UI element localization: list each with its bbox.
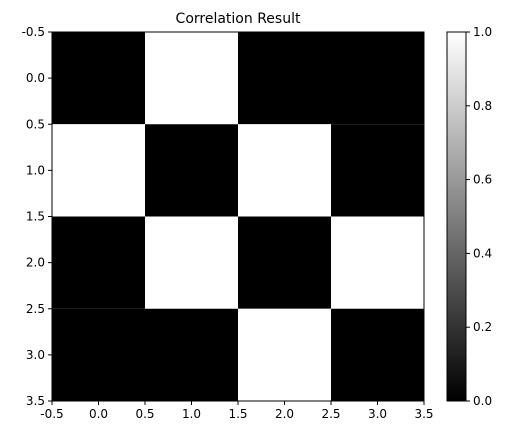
heatmap-cell-r1-c1	[145, 124, 238, 217]
colorbar	[446, 31, 467, 402]
colorbar-tick-label-5: 1.0	[473, 25, 492, 39]
colorbar-tick-label-3: 0.6	[473, 173, 492, 187]
heatmap-cell-r0-c1	[145, 32, 238, 125]
heatmap-cell-r2-c3	[331, 216, 424, 309]
heatmap-cell-r0-c3	[331, 32, 424, 125]
x-tick-label-3: 1.0	[182, 407, 201, 421]
heatmap-cell-r2-c1	[145, 216, 238, 309]
x-tick-label-2: 0.5	[135, 407, 154, 421]
x-axis-ticks: -0.5 0.0 0.5 1.0 1.5 2.0 2.5 3.0 3.5	[40, 401, 434, 421]
heatmap-cell-r1-c0	[52, 124, 145, 217]
x-tick-label-5: 2.0	[275, 407, 294, 421]
heatmap-cell-r0-c0	[52, 32, 145, 125]
heatmap-cell-r0-c2	[238, 32, 331, 125]
y-tick-label-4: 1.5	[26, 210, 45, 224]
heatmap-cell-r3-c3	[331, 308, 424, 401]
colorbar-ticks: 0.0 0.2 0.4 0.6 0.8 1.0	[466, 25, 492, 408]
y-tick-label-5: 2.0	[26, 256, 45, 270]
heatmap-cell-r1-c3	[331, 124, 424, 217]
y-tick-label-8: 3.5	[26, 394, 45, 408]
y-tick-label-7: 3.0	[26, 348, 45, 362]
colorbar-tick-label-0: 0.0	[473, 394, 492, 408]
x-tick-label-6: 2.5	[321, 407, 340, 421]
heatmap-cell-r3-c2	[238, 308, 331, 401]
colorbar-tick-label-2: 0.4	[473, 246, 492, 260]
x-tick-label-8: 3.5	[414, 407, 433, 421]
colorbar-tick-label-1: 0.2	[473, 320, 492, 334]
y-tick-label-0: -0.5	[22, 25, 45, 39]
heatmap-cell-r3-c0	[52, 308, 145, 401]
y-tick-label-3: 1.0	[26, 163, 45, 177]
x-tick-label-0: -0.5	[40, 407, 63, 421]
heatmap-cell-r3-c1	[145, 308, 238, 401]
x-tick-label-1: 0.0	[89, 407, 108, 421]
heatmap-cells	[52, 32, 424, 401]
x-tick-label-4: 1.5	[228, 407, 247, 421]
chart-title: Correlation Result	[176, 11, 301, 27]
heatmap-cell-r1-c2	[238, 124, 331, 217]
colorbar-tick-label-4: 0.8	[473, 99, 492, 113]
y-tick-label-2: 0.5	[26, 117, 45, 131]
heatmap-cell-r2-c0	[52, 216, 145, 309]
x-tick-label-7: 3.0	[368, 407, 387, 421]
y-axis-ticks: -0.5 0.0 0.5 1.0 1.5 2.0 2.5 3.0 3.5	[22, 25, 52, 408]
y-tick-label-6: 2.5	[26, 302, 45, 316]
y-tick-label-1: 0.0	[26, 71, 45, 85]
heatmap-cell-r2-c2	[238, 216, 331, 309]
